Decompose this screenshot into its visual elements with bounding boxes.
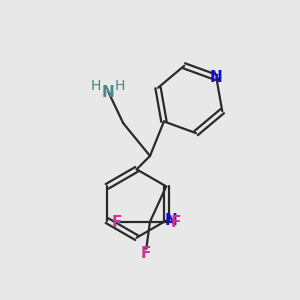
- Text: N: N: [164, 213, 177, 228]
- Text: H: H: [115, 79, 125, 92]
- Text: N: N: [102, 85, 115, 100]
- Text: F: F: [111, 214, 122, 230]
- Text: H: H: [91, 79, 101, 92]
- Text: F: F: [170, 214, 181, 230]
- Text: N: N: [210, 70, 223, 85]
- Text: F: F: [141, 246, 152, 261]
